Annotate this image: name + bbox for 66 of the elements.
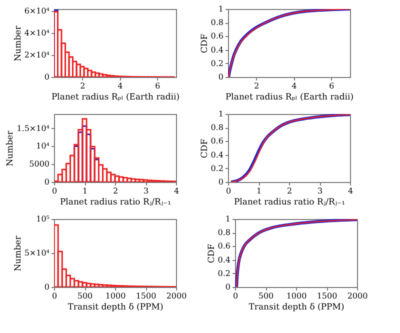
- y-tick-label: 0.2: [210, 164, 224, 173]
- y-tick-label: 0.6: [210, 32, 224, 41]
- x-tick-label: 0: [232, 292, 238, 300]
- x-tick-label: 500: [77, 292, 93, 300]
- x-tick-label: 4: [348, 186, 354, 196]
- x-tick-label: 6: [155, 82, 160, 90]
- y-tick-label: 0: [44, 72, 50, 82]
- x-axis-title: Planet radius ratio Rⱼ/Rⱼ₋₁: [60, 198, 172, 208]
- y-tick-label: 0.6: [210, 136, 224, 146]
- y-tick-label: 1: [225, 214, 230, 224]
- y-axis-title: Number: [13, 24, 24, 62]
- y-tick-label: 10⁵: [36, 214, 50, 224]
- x-tick-label: 2: [286, 186, 292, 196]
- y-tick-label: 4×10⁴: [24, 28, 50, 38]
- y-tick-label: 0.2: [218, 268, 230, 278]
- x-tick-label: 500: [258, 292, 274, 300]
- x-tick-label: 6: [329, 82, 334, 90]
- y-axis-title: Number: [6, 130, 16, 166]
- y-tick-label: 1: [218, 110, 224, 118]
- x-tick-label: 3: [143, 186, 149, 196]
- x-axis-title: Transit depth δ (PPM): [248, 302, 344, 312]
- x-tick-label: 2000: [347, 292, 368, 300]
- y-tick-label: 0: [225, 282, 230, 292]
- x-tick-label: 0: [52, 292, 58, 300]
- y-tick-label: 0.6: [218, 242, 230, 251]
- x-tick-label: 1: [82, 186, 88, 196]
- x-axis-title: Planet radius Rₚₗ (Earth radii): [51, 92, 180, 102]
- x-tick-label: 1: [256, 186, 262, 196]
- y-tick-label: 0.8: [218, 228, 230, 238]
- x-tick-label: 4: [118, 82, 123, 90]
- y-tick-label: 0.4: [210, 45, 224, 54]
- y-tick-label: 2×10⁴: [24, 50, 50, 60]
- y-tick-label: 5×10⁴: [24, 248, 50, 258]
- y-tick-label: 0.4: [210, 150, 224, 160]
- x-axis-title: Planet radius ratio Rⱼ/Rⱼ₋₁: [234, 198, 346, 208]
- y-tick-label: 0: [44, 282, 50, 292]
- y-tick-label: 0.4: [218, 255, 230, 264]
- y-tick-label: 1.5×10⁴: [16, 124, 50, 133]
- x-tick-label: 4: [174, 186, 180, 196]
- x-axis-title: Planet radius Rₚₗ (Earth radii): [225, 92, 354, 102]
- x-tick-label: 0: [52, 186, 58, 196]
- x-tick-label: 2000: [166, 292, 187, 300]
- y-tick-label: 5000: [29, 160, 50, 169]
- y-axis-title: CDF: [200, 138, 210, 158]
- y-tick-label: 6×10⁴: [24, 6, 50, 16]
- y-axis-title: CDF: [206, 244, 217, 264]
- y-tick-label: 0: [218, 72, 224, 82]
- x-tick-label: 1500: [136, 292, 156, 300]
- y-axis-title: Number: [13, 234, 24, 272]
- y-tick-label: 1: [218, 4, 224, 14]
- y-axis-title: CDF: [200, 34, 210, 54]
- x-tick-label: 4: [292, 82, 297, 90]
- x-tick-label: 2: [254, 82, 260, 90]
- y-tick-label: 0: [44, 178, 50, 186]
- x-tick-label: 1500: [316, 292, 338, 300]
- x-tick-label: 2: [80, 82, 86, 90]
- y-tick-label: 0.8: [210, 123, 224, 132]
- y-tick-label: 0.8: [210, 18, 224, 28]
- x-tick-label: 1000: [105, 292, 126, 300]
- y-tick-label: 10⁴: [36, 142, 50, 151]
- x-tick-label: 2: [112, 186, 118, 196]
- y-tick-label: 0: [218, 178, 224, 186]
- x-axis-title: Transit depth δ (PPM): [68, 302, 164, 312]
- x-tick-label: 3: [317, 186, 323, 196]
- x-tick-label: 1000: [286, 292, 307, 300]
- y-tick-label: 0.2: [210, 58, 224, 68]
